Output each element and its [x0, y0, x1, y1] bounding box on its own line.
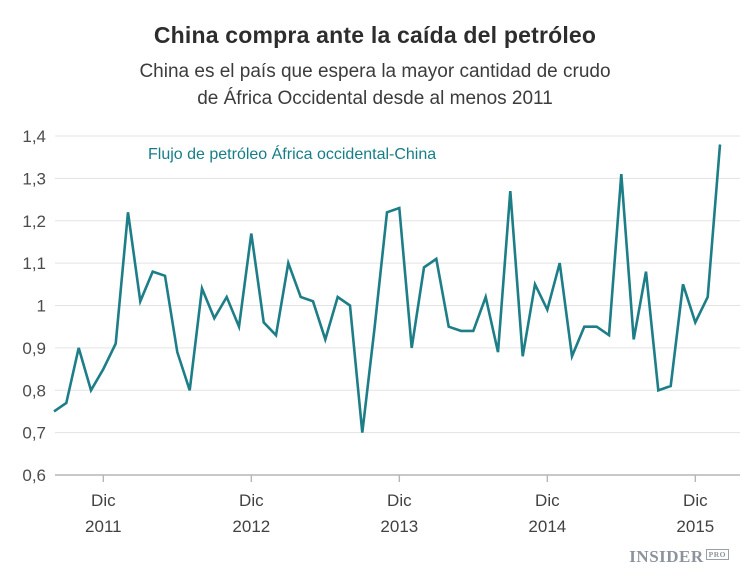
chart-header: China compra ante la caída del petróleo … — [0, 22, 750, 112]
x-axis-year-label: 2015 — [676, 517, 714, 536]
y-axis-tick-label: 0,9 — [22, 339, 46, 358]
x-axis-month-label: Dic — [91, 491, 116, 510]
logo-pro-badge: PRO — [705, 549, 729, 560]
data-series-line — [53, 144, 722, 433]
x-axis-year-label: 2012 — [232, 517, 270, 536]
y-axis-tick-label: 1 — [37, 297, 46, 316]
chart-subtitle-line2: de África Occidental desde al menos 2011 — [197, 88, 553, 109]
chart-subtitle: China es el país que espera la mayor can… — [0, 58, 750, 112]
chart-title: China compra ante la caída del petróleo — [153, 22, 597, 48]
x-axis-year-label: 2014 — [528, 517, 566, 536]
x-axis-month-label: Dic — [239, 491, 264, 510]
y-axis-tick-label: 0,8 — [22, 381, 46, 400]
x-axis-month-label: Dic — [683, 491, 708, 510]
y-axis-tick-label: 1,3 — [22, 169, 46, 188]
y-axis-tick-label: 0,7 — [22, 424, 46, 443]
insiderpro-logo: INSIDER PRO — [629, 547, 729, 567]
chart-subtitle-line1: China es el país que espera la mayor can… — [139, 61, 611, 82]
x-axis-year-label: 2013 — [380, 517, 418, 536]
x-axis-month-label: Dic — [535, 491, 560, 510]
y-axis-tick-label: 1,2 — [22, 212, 46, 231]
x-axis-year-label: 2011 — [85, 517, 122, 536]
y-axis-tick-label: 0,6 — [22, 466, 46, 485]
y-axis-tick-label: 1,1 — [22, 254, 46, 273]
logo-wordmark: INSIDER — [629, 547, 704, 566]
series-legend-label: Flujo de petróleo África occidental-Chin… — [148, 146, 437, 163]
y-axis-tick-label: 1,4 — [22, 127, 46, 146]
x-axis-month-label: Dic — [387, 491, 412, 510]
